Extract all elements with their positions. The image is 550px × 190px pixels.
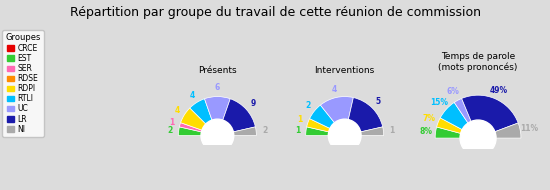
Text: 11%: 11% — [520, 124, 538, 133]
Wedge shape — [306, 127, 345, 135]
Wedge shape — [180, 108, 217, 135]
Wedge shape — [179, 123, 217, 135]
Wedge shape — [310, 105, 345, 135]
Text: 9: 9 — [250, 99, 255, 108]
Text: 15%: 15% — [430, 98, 448, 107]
Text: 1: 1 — [295, 126, 300, 135]
Text: 8%: 8% — [420, 127, 433, 136]
Wedge shape — [440, 102, 478, 138]
Wedge shape — [190, 99, 217, 135]
Text: Répartition par groupe du travail de cette réunion de commission: Répartition par groupe du travail de cet… — [69, 6, 481, 19]
Wedge shape — [217, 99, 255, 135]
Text: 1: 1 — [169, 118, 174, 127]
Wedge shape — [307, 119, 345, 135]
Wedge shape — [478, 123, 521, 138]
Text: 1: 1 — [297, 115, 302, 124]
Circle shape — [328, 119, 361, 152]
Text: 4: 4 — [189, 91, 195, 100]
Circle shape — [460, 120, 496, 156]
Wedge shape — [461, 95, 518, 138]
Text: 4: 4 — [332, 85, 337, 94]
Wedge shape — [178, 127, 217, 135]
Text: 2: 2 — [168, 126, 173, 135]
Title: Temps de parole
(mots prononcés): Temps de parole (mots prononcés) — [438, 52, 518, 72]
Text: 1: 1 — [389, 126, 394, 135]
Wedge shape — [437, 118, 478, 138]
Text: 49%: 49% — [490, 86, 508, 95]
Text: 7%: 7% — [423, 114, 436, 123]
Wedge shape — [217, 127, 256, 135]
Wedge shape — [321, 97, 353, 135]
Text: 6%: 6% — [447, 87, 460, 97]
Text: 4: 4 — [174, 106, 180, 115]
Text: 6: 6 — [214, 83, 220, 93]
Wedge shape — [454, 98, 478, 138]
Wedge shape — [345, 97, 383, 135]
Wedge shape — [435, 127, 478, 138]
Text: 5: 5 — [376, 97, 381, 106]
Title: Présents: Présents — [198, 66, 236, 75]
Text: 2: 2 — [305, 101, 310, 110]
Text: 2: 2 — [262, 126, 267, 135]
Title: Interventions: Interventions — [315, 66, 375, 75]
Wedge shape — [205, 97, 230, 135]
Legend: CRCE, EST, SER, RDSE, RDPI, RTLI, UC, LR, NI: CRCE, EST, SER, RDSE, RDPI, RTLI, UC, LR… — [2, 30, 43, 137]
Circle shape — [201, 119, 234, 152]
Wedge shape — [345, 127, 384, 135]
